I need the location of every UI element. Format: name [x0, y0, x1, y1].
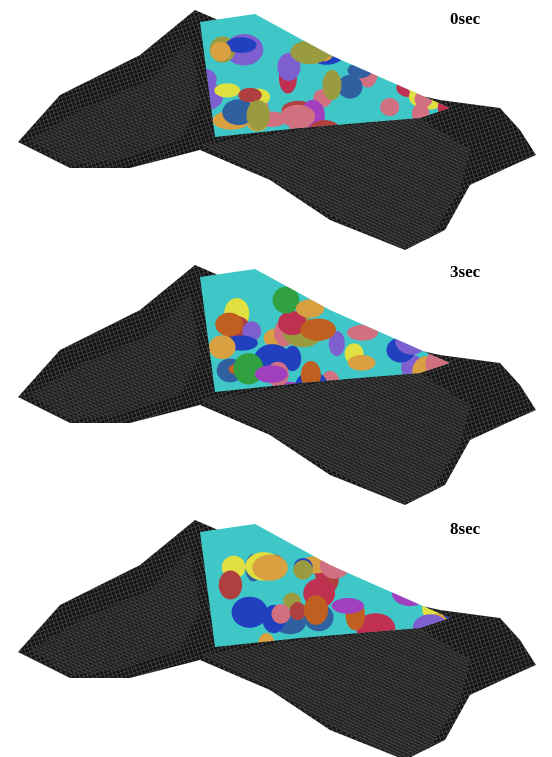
debris-block	[395, 327, 428, 355]
debris-block	[426, 324, 448, 342]
debris-block	[439, 301, 463, 316]
debris-block	[296, 299, 324, 317]
debris-block	[323, 70, 342, 100]
debris-block	[339, 544, 369, 571]
debris-block	[252, 555, 288, 581]
time-label: 0sec	[450, 9, 481, 28]
debris-block	[372, 555, 394, 578]
debris-block	[290, 602, 306, 620]
time-label: 3sec	[450, 262, 481, 281]
debris-block	[385, 547, 401, 564]
debris-block	[449, 571, 486, 597]
debris-block	[380, 98, 399, 116]
terrain-panel	[18, 520, 536, 757]
debris-block	[375, 44, 397, 72]
time-label: 8sec	[450, 519, 481, 538]
debris-block	[450, 559, 470, 582]
debris-block	[347, 325, 378, 341]
debris-block	[426, 301, 442, 330]
debris-block	[209, 335, 236, 359]
debris-block	[381, 293, 403, 309]
debris-block	[392, 579, 429, 606]
debris-block	[304, 595, 328, 625]
debris-block	[210, 42, 230, 61]
debris-block	[428, 332, 465, 354]
terrain-panel	[18, 10, 536, 250]
figure: 0sec 3sec 8sec	[0, 0, 552, 757]
debris-block	[271, 604, 290, 624]
debris-block	[316, 40, 341, 57]
page: 0sec 3sec 8sec (() => { const data = JSO…	[0, 0, 552, 757]
debris-block	[429, 76, 466, 101]
debris-block	[332, 598, 364, 614]
debris-block	[327, 37, 351, 57]
debris-block	[337, 297, 364, 314]
debris-block	[300, 319, 336, 341]
debris-block	[219, 571, 243, 600]
debris-block	[273, 286, 300, 313]
debris-block	[320, 553, 350, 579]
debris-block	[214, 83, 240, 97]
debris-block	[293, 560, 312, 579]
debris-block	[215, 313, 243, 337]
debris-block	[394, 568, 432, 593]
debris-block	[408, 562, 432, 589]
debris-block	[466, 543, 484, 568]
debris-block	[467, 566, 484, 594]
debris-block	[376, 560, 411, 587]
debris-block	[255, 365, 288, 383]
terrain-panel	[18, 265, 536, 505]
debris-block	[348, 355, 376, 371]
debris-block	[426, 64, 453, 87]
debris-block	[471, 547, 488, 565]
debris-block	[232, 597, 268, 628]
debris-block	[247, 100, 270, 130]
